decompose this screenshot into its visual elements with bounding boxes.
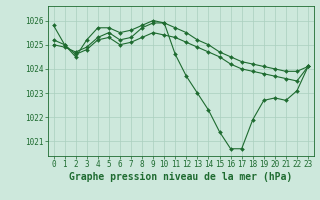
X-axis label: Graphe pression niveau de la mer (hPa): Graphe pression niveau de la mer (hPa) [69, 172, 292, 182]
